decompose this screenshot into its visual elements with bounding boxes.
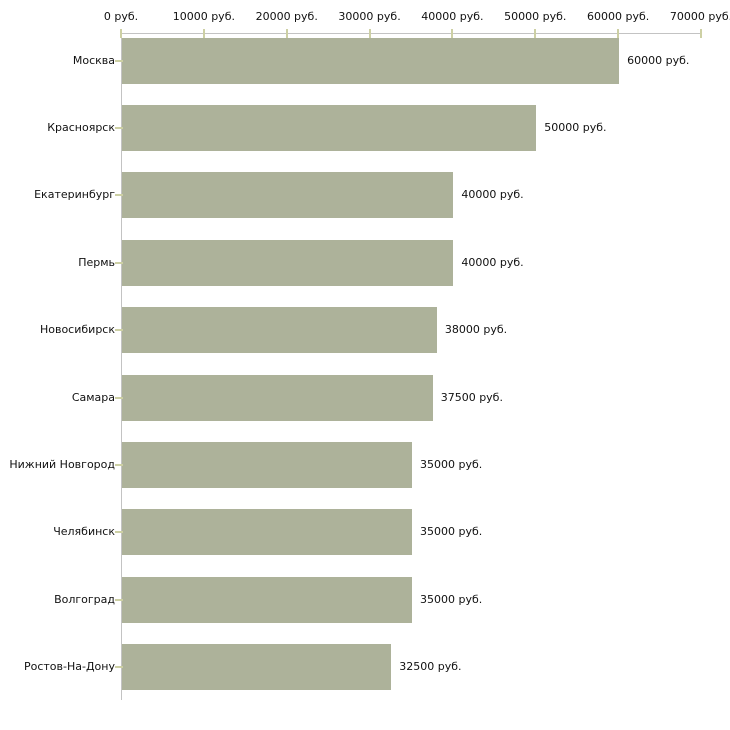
- x-axis-tick: [534, 29, 537, 38]
- x-axis-tick-label: 10000 руб.: [172, 10, 235, 23]
- x-axis-tick-label: 30000 руб.: [338, 10, 401, 23]
- category-label: Екатеринбург: [34, 188, 115, 202]
- y-axis-tick: [115, 261, 123, 264]
- bar: [122, 104, 537, 151]
- value-label: 35000 руб.: [420, 525, 483, 539]
- category-label: Пермь: [78, 255, 115, 269]
- bar: [122, 441, 412, 488]
- category-label: Москва: [72, 53, 115, 67]
- y-axis-tick: [115, 396, 123, 399]
- y-axis-tick: [115, 329, 123, 332]
- x-axis-tick: [202, 29, 205, 38]
- y-axis-tick: [115, 531, 123, 534]
- value-label: 60000 руб.: [627, 53, 690, 67]
- value-label: 35000 руб.: [420, 457, 483, 471]
- category-label: Новосибирск: [39, 323, 115, 337]
- x-axis-tick: [617, 29, 620, 38]
- category-label: Челябинск: [53, 525, 115, 539]
- bar: [122, 37, 620, 84]
- x-axis-tick: [120, 29, 122, 38]
- x-axis-tick: [451, 29, 454, 38]
- bar: [122, 374, 433, 421]
- y-axis-tick: [115, 666, 123, 669]
- category-label: Волгоград: [54, 592, 115, 606]
- value-label: 40000 руб.: [461, 188, 524, 202]
- y-axis-tick: [115, 463, 123, 466]
- bar: [122, 644, 392, 691]
- x-axis-tick-label: 70000 руб.: [669, 10, 730, 23]
- x-axis-tick-label: 40000 руб.: [421, 10, 484, 23]
- bar: [122, 239, 454, 286]
- x-axis-tick-label: 20000 руб.: [255, 10, 318, 23]
- value-label: 40000 руб.: [461, 255, 524, 269]
- y-axis-line: [121, 33, 122, 700]
- y-axis-tick: [115, 598, 123, 601]
- value-label: 37500 руб.: [440, 390, 503, 404]
- value-label: 50000 руб.: [544, 120, 607, 134]
- category-label: Ростов-На-Дону: [23, 660, 115, 674]
- category-label: Красноярск: [47, 120, 115, 134]
- value-label: 38000 руб.: [444, 323, 508, 337]
- bar: [122, 172, 454, 219]
- y-axis-tick: [115, 126, 123, 129]
- x-axis-tick: [700, 29, 702, 38]
- y-axis-tick: [115, 59, 123, 62]
- value-label: 35000 руб.: [420, 592, 483, 606]
- bar: [122, 509, 412, 556]
- category-label: Самара: [71, 390, 115, 404]
- x-axis-tick: [285, 29, 288, 38]
- category-label: Нижний Новгород: [9, 457, 115, 471]
- x-axis-tick: [368, 29, 371, 38]
- x-axis-tick-label: 0 руб.: [103, 10, 139, 23]
- x-axis-line: [121, 33, 701, 34]
- y-axis-tick: [115, 194, 123, 197]
- bar: [122, 576, 412, 623]
- bar: [122, 307, 437, 354]
- x-axis-tick-label: 60000 руб.: [587, 10, 650, 23]
- value-label: 32500 руб.: [399, 660, 462, 674]
- x-axis-tick-label: 50000 руб.: [504, 10, 567, 23]
